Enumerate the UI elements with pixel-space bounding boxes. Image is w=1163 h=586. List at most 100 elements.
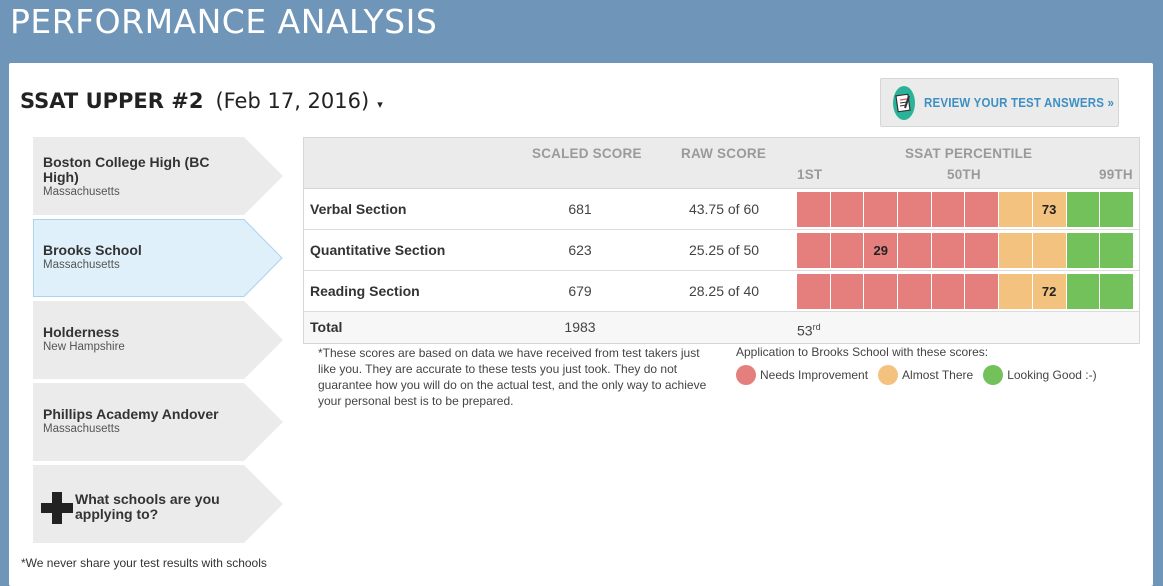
- total-percentile-suffix: rd: [812, 322, 821, 332]
- percentile-segment: [830, 274, 865, 309]
- total-percentile: 53rd: [797, 312, 821, 347]
- percentile-segment: [898, 192, 932, 227]
- scale-label-99th: 99TH: [1099, 167, 1133, 182]
- percentile-bar: 29: [797, 233, 1134, 268]
- page-title: PERFORMANCE ANALYSIS: [10, 2, 438, 41]
- percentile-segment: [999, 274, 1033, 309]
- school-state: Massachusetts: [43, 259, 120, 271]
- score-table: SCALED SCORE RAW SCORE SSAT PERCENTILE 1…: [303, 137, 1140, 344]
- percentile-segment: [999, 192, 1033, 227]
- percentile-segment: [898, 233, 932, 268]
- legend-items: Needs Improvement Almost There Looking G…: [736, 365, 1107, 385]
- school-name: Phillips Academy Andover: [43, 406, 219, 422]
- legend-item-needs-improvement: Needs Improvement: [736, 365, 868, 385]
- percentile-segment: [797, 192, 831, 227]
- percentile-segment: [1100, 192, 1134, 227]
- add-school-label: What schools are you applying to?: [75, 491, 220, 522]
- notepad-pencil-icon: [893, 85, 915, 120]
- school-item-holderness[interactable]: Holderness New Hampshire: [33, 301, 283, 379]
- school-item-brooks-school[interactable]: Brooks School Massachusetts: [33, 219, 283, 297]
- header-scaled-score: SCALED SCORE: [532, 146, 642, 161]
- school-name: Holderness: [43, 324, 120, 340]
- table-row-total: Total 1983 53rd: [304, 312, 1139, 343]
- section-name: Reading Section: [310, 283, 420, 299]
- school-state: New Hampshire: [43, 341, 125, 353]
- percentile-segment: [999, 233, 1033, 268]
- header-ssat-percentile: SSAT PERCENTILE: [905, 146, 1033, 161]
- orange-dot-icon: [878, 365, 899, 385]
- percentile-marker: 29: [864, 233, 899, 268]
- school-item-boston-college-high[interactable]: Boston College High (BC High) Massachuse…: [33, 137, 283, 215]
- school-state: Massachusetts: [43, 186, 120, 198]
- legend-title: Application to Brooks School with these …: [736, 345, 989, 359]
- percentile-segment: [965, 274, 1000, 309]
- scaled-score: 681: [568, 201, 592, 217]
- table-row-verbal: Verbal Section 681 43.75 of 60 73: [304, 189, 1139, 230]
- total-scaled-score: 1983: [564, 319, 596, 335]
- scaled-score: 679: [568, 283, 592, 299]
- test-header: SSAT UPPER #2 (Feb 17, 2016) ▾: [20, 89, 383, 113]
- percentile-segment: [965, 192, 1000, 227]
- legend: Application to Brooks School with these …: [736, 345, 1107, 385]
- green-dot-icon: [983, 365, 1004, 385]
- section-name: Verbal Section: [310, 201, 407, 217]
- section-name: Quantitative Section: [310, 242, 446, 258]
- percentile-marker: 72: [1032, 274, 1067, 309]
- legend-label: Looking Good :-): [1007, 368, 1097, 382]
- percentile-segment: [931, 233, 966, 268]
- legend-label: Needs Improvement: [760, 368, 869, 382]
- table-row-reading: Reading Section 679 28.25 of 40 72: [304, 271, 1139, 312]
- scaled-score: 623: [568, 242, 592, 258]
- header-raw-score: RAW SCORE: [681, 146, 767, 161]
- percentile-segment: [1032, 233, 1067, 268]
- test-name: SSAT UPPER #2: [20, 89, 204, 113]
- school-item-phillips-academy-andover[interactable]: Phillips Academy Andover Massachusetts: [33, 383, 283, 461]
- percentile-segment: [965, 233, 1000, 268]
- percentile-bar: 73: [797, 192, 1134, 227]
- percentile-marker: 73: [1032, 192, 1067, 227]
- school-list: Boston College High (BC High) Massachuse…: [33, 137, 283, 547]
- legend-label: Almost There: [902, 368, 974, 382]
- percentile-segment: [898, 274, 932, 309]
- percentile-segment: [864, 192, 899, 227]
- percentile-segment: [1100, 274, 1134, 309]
- percentile-segment: [797, 233, 831, 268]
- school-state: Massachusetts: [43, 423, 120, 435]
- school-name: Brooks School: [43, 242, 142, 258]
- school-name: Boston College High (BC High): [43, 154, 210, 185]
- chevron-down-icon[interactable]: ▾: [377, 99, 383, 111]
- raw-score: 28.25 of 40: [688, 283, 760, 299]
- red-dot-icon: [736, 365, 756, 385]
- total-label: Total: [310, 319, 343, 335]
- table-row-quantitative: Quantitative Section 623 25.25 of 50 29: [304, 230, 1139, 271]
- percentile-segment: [1066, 274, 1101, 309]
- scale-label-1st: 1ST: [797, 167, 823, 182]
- percentile-segment: [864, 274, 899, 309]
- test-date-selector[interactable]: (Feb 17, 2016): [215, 89, 370, 113]
- percentile-segment: [931, 192, 966, 227]
- percentile-segment: [1100, 233, 1134, 268]
- percentile-segment: [830, 233, 865, 268]
- percentile-segment: [797, 274, 831, 309]
- double-chevron-right-icon: »: [1107, 95, 1115, 110]
- percentile-segment: [931, 274, 966, 309]
- legend-item-looking-good: Looking Good :-): [983, 365, 1097, 385]
- raw-score: 25.25 of 50: [688, 242, 760, 258]
- review-answers-button[interactable]: REVIEW YOUR TEST ANSWERS »: [880, 78, 1119, 127]
- privacy-note: *We never share your test results with s…: [21, 556, 267, 570]
- percentile-segment: [830, 192, 865, 227]
- plus-icon: [41, 492, 73, 524]
- add-school-button[interactable]: What schools are you applying to?: [33, 465, 283, 543]
- review-label-text: REVIEW YOUR TEST ANSWERS: [924, 95, 1105, 110]
- percentile-bar: 72: [797, 274, 1134, 309]
- percentile-segment: [1066, 233, 1101, 268]
- legend-item-almost-there: Almost There: [878, 365, 973, 385]
- disclaimer-text: *These scores are based on data we have …: [318, 346, 707, 408]
- review-answers-label: REVIEW YOUR TEST ANSWERS »: [924, 96, 1114, 110]
- total-percentile-value: 53: [797, 322, 813, 339]
- analysis-card: SSAT UPPER #2 (Feb 17, 2016) ▾ REVIEW YO…: [9, 63, 1153, 586]
- scale-label-50th: 50TH: [947, 167, 981, 182]
- percentile-segment: [1066, 192, 1101, 227]
- raw-score: 43.75 of 60: [688, 201, 760, 217]
- table-header: SCALED SCORE RAW SCORE SSAT PERCENTILE 1…: [304, 138, 1139, 189]
